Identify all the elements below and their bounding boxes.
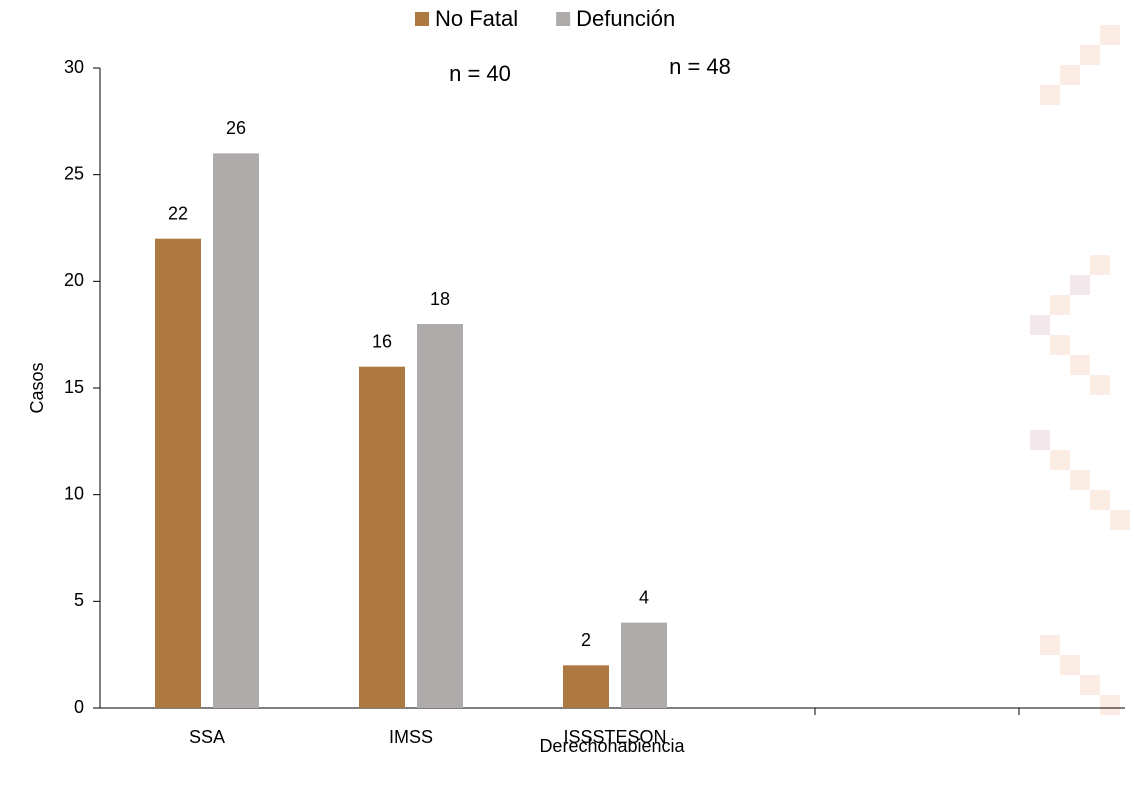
annotation: n = 48 [669,54,731,79]
legend-swatch [415,12,429,26]
y-tick-label: 30 [64,57,84,77]
decoration [1030,25,1130,715]
x-tick-label: IMSS [389,727,433,747]
bar [563,665,609,708]
x-tick-label: ISSSTESON [563,727,666,747]
y-tick-label: 10 [64,483,84,503]
data-label: 16 [372,331,392,351]
y-tick-label: 5 [74,590,84,610]
bar [213,153,259,709]
y-axis-label: Casos [27,362,47,413]
data-label: 18 [430,289,450,309]
y-tick-label: 15 [64,377,84,397]
data-label: 2 [581,630,591,650]
y-tick-label: 25 [64,163,84,183]
data-label: 26 [226,118,246,138]
data-label: 4 [639,587,649,607]
bar [621,622,667,708]
bar [155,238,201,708]
legend-label: No Fatal [435,6,518,31]
annotation: n = 40 [449,61,511,86]
legend-swatch [556,12,571,26]
bar [359,366,405,708]
legend-label: Defunción [576,6,675,31]
y-tick-label: 20 [64,270,84,290]
x-axis-label: Derechohabiencia [539,736,685,756]
y-tick-label: 0 [74,697,84,717]
bar [417,324,463,708]
data-label: 22 [168,203,188,223]
x-tick-label: SSA [189,727,225,747]
